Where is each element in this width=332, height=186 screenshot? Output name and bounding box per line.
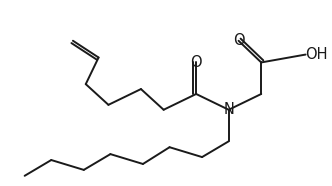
Text: N: N — [223, 102, 234, 117]
Text: O: O — [233, 33, 244, 48]
Text: O: O — [190, 55, 202, 70]
Text: OH: OH — [305, 47, 328, 62]
